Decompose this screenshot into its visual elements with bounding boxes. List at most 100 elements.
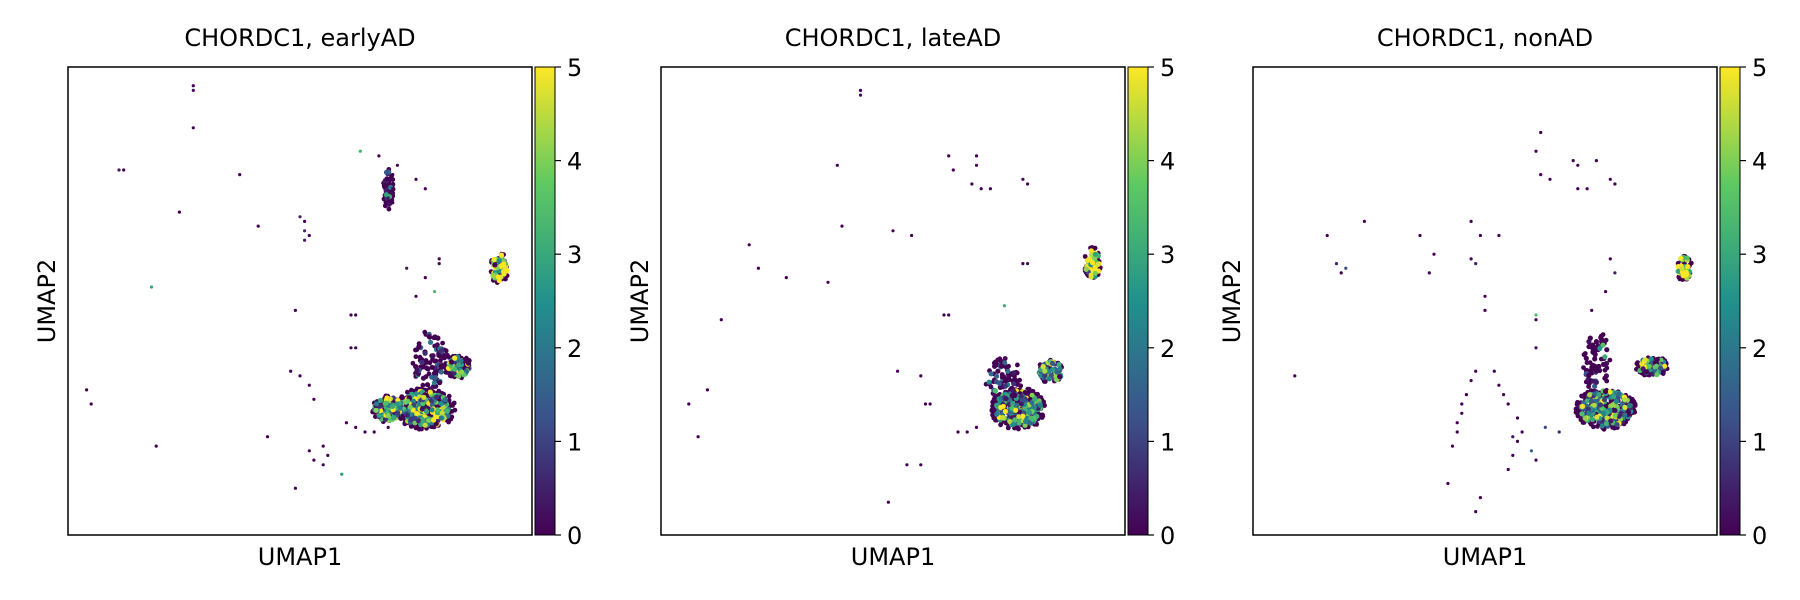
cell-point xyxy=(1506,402,1510,406)
colorbar-ticks: 0 1 2 3 4 5 xyxy=(555,54,582,550)
cell-point xyxy=(1597,402,1603,408)
colorbar-tick-label: 4 xyxy=(1752,148,1767,176)
scatter-points xyxy=(1293,130,1694,514)
cell-point xyxy=(1591,402,1597,408)
cell-point xyxy=(397,405,403,411)
cell-point xyxy=(858,93,863,97)
cell-point xyxy=(1622,397,1628,403)
cell-point xyxy=(395,410,401,416)
cell-point xyxy=(1579,411,1585,417)
cell-point xyxy=(1450,444,1455,448)
cell-point xyxy=(1576,187,1580,191)
cell-point xyxy=(1469,379,1473,383)
cell-point xyxy=(421,394,427,400)
cell-point xyxy=(705,388,710,392)
cell-point xyxy=(1018,401,1024,407)
cell-point xyxy=(1502,393,1506,397)
cell-point xyxy=(1593,339,1599,345)
cell-point xyxy=(419,359,425,366)
cell-point xyxy=(886,500,891,504)
cell-point xyxy=(1092,270,1098,276)
cell-point xyxy=(1529,449,1533,453)
cell-point xyxy=(452,407,458,413)
colorbar-tick-label: 1 xyxy=(1160,428,1175,456)
cell-point xyxy=(1035,391,1040,397)
cell-point xyxy=(1534,458,1538,462)
cell-point xyxy=(1020,413,1026,419)
colorbar-tick-label: 4 xyxy=(1160,148,1175,176)
cell-point xyxy=(1604,347,1610,353)
cell-point xyxy=(1616,391,1622,397)
cell-point xyxy=(1611,394,1617,400)
cell-point xyxy=(465,360,472,366)
cell-point xyxy=(1608,398,1614,404)
cell-point xyxy=(988,371,994,377)
cell-point xyxy=(1014,403,1020,409)
cell-point xyxy=(420,382,426,388)
cell-point xyxy=(1095,261,1101,268)
cell-point xyxy=(117,168,121,172)
cell-point xyxy=(919,374,923,378)
cell-point xyxy=(1616,413,1622,419)
cell-point xyxy=(435,335,441,341)
cell-point xyxy=(1010,421,1017,427)
cell-point xyxy=(437,257,441,261)
cell-point xyxy=(1582,351,1588,356)
cell-point xyxy=(998,404,1004,411)
cell-point xyxy=(1612,412,1618,418)
cell-point xyxy=(1613,399,1619,405)
cell-point xyxy=(432,375,439,381)
x-axis-label: UMAP1 xyxy=(1443,543,1527,571)
cell-point xyxy=(1590,342,1596,348)
cell-point xyxy=(433,290,437,294)
cell-point xyxy=(1010,401,1016,407)
cell-point xyxy=(1534,313,1538,317)
colorbar-tick-label: 2 xyxy=(1752,335,1767,363)
cell-point xyxy=(391,201,395,205)
cell-point xyxy=(1654,372,1660,378)
cell-point xyxy=(1086,256,1093,262)
cell-point xyxy=(354,313,358,317)
cell-point xyxy=(1600,332,1606,337)
panel-title: CHORDC1, nonAD xyxy=(1377,24,1593,52)
y-axis-label: UMAP2 xyxy=(33,259,61,343)
cell-point xyxy=(994,411,1000,417)
cell-point xyxy=(443,369,449,375)
x-axis-label: UMAP1 xyxy=(258,543,342,571)
cell-point xyxy=(1593,379,1599,385)
cell-point xyxy=(1590,308,1594,312)
cell-point xyxy=(1602,354,1608,360)
cell-point xyxy=(1460,402,1464,406)
cell-point xyxy=(303,219,307,223)
cell-point xyxy=(1604,415,1610,421)
cell-point xyxy=(450,403,455,408)
cell-point xyxy=(1455,421,1459,425)
cell-point xyxy=(1684,270,1690,276)
cell-point xyxy=(434,407,440,413)
cell-point xyxy=(372,430,376,434)
x-axis-label: UMAP1 xyxy=(851,543,935,571)
cell-point xyxy=(377,154,381,158)
cell-point xyxy=(974,154,979,158)
cell-point xyxy=(411,398,417,404)
cell-point xyxy=(1534,318,1538,322)
cell-point xyxy=(431,380,437,386)
cell-point xyxy=(420,400,426,407)
cell-point xyxy=(1602,375,1608,381)
cell-point xyxy=(1596,391,1602,398)
cell-point xyxy=(413,391,419,397)
cell-point xyxy=(1015,362,1020,368)
cell-point xyxy=(1446,481,1450,486)
cell-point xyxy=(438,401,444,407)
cell-point xyxy=(1089,260,1096,266)
colorbar-tick-label: 3 xyxy=(1752,241,1767,269)
cell-point xyxy=(1016,414,1022,420)
cell-point xyxy=(784,276,788,280)
cell-point xyxy=(456,373,462,379)
colorbar-tick-label: 3 xyxy=(567,241,582,269)
cell-point xyxy=(490,273,496,279)
cell-point xyxy=(407,404,413,410)
plot-frame xyxy=(67,66,533,536)
cell-point xyxy=(385,413,391,419)
cell-point xyxy=(1030,388,1036,394)
